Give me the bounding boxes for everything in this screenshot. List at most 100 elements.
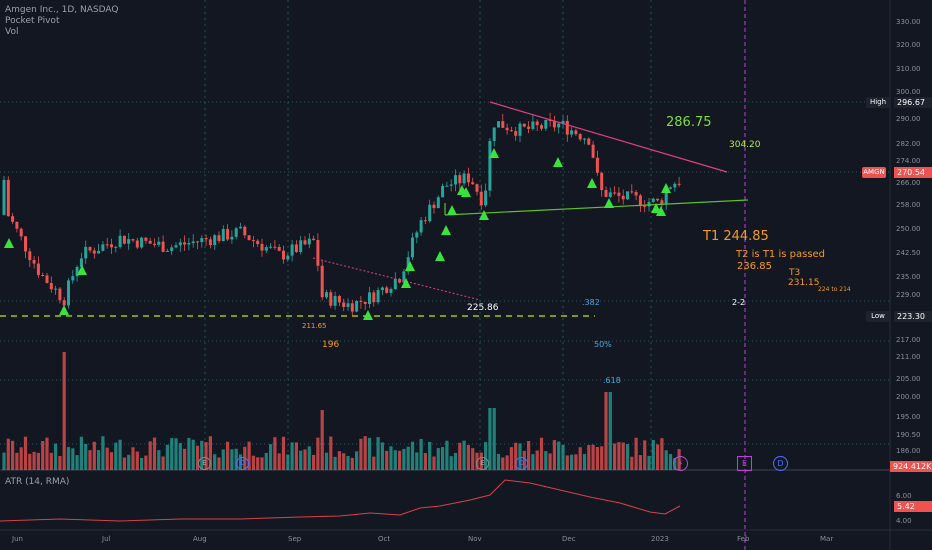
candle-body [316, 240, 320, 266]
last-price: 270.54 [894, 167, 932, 178]
atr-line [0, 479, 681, 522]
volume-bar [208, 436, 212, 470]
candle-body [256, 240, 260, 245]
pocket-pivot-arrow [4, 238, 14, 248]
pocket-pivot-arrow [587, 178, 597, 188]
volume-bar [131, 447, 135, 470]
candle-body [41, 275, 45, 277]
volume-bar [109, 452, 114, 470]
candle-body [535, 121, 539, 126]
volume-bar [316, 437, 320, 470]
candle-body [441, 185, 445, 198]
candle-body [656, 198, 660, 201]
annotation-t3: T3 [789, 268, 801, 278]
candle-body [488, 140, 492, 191]
candle-body [608, 192, 612, 197]
chart-title[interactable]: Amgen Inc., 1D, NASDAQ [5, 5, 119, 15]
candle-body [518, 123, 522, 136]
volume-bar [488, 408, 492, 470]
candle-body [135, 240, 139, 248]
volume-bar [303, 449, 307, 470]
volume-bar [372, 456, 376, 470]
volume-bar [501, 457, 505, 470]
pocket-pivot-label[interactable]: Pocket Pivot [5, 16, 60, 26]
volume-bar [264, 452, 268, 470]
candle-body [88, 246, 92, 251]
candle-body [660, 200, 664, 205]
candle-body [462, 173, 466, 184]
candle-body [548, 119, 552, 122]
volume-bar [62, 352, 66, 470]
candle-body [359, 300, 363, 302]
price-tick: 217.00 [896, 336, 921, 344]
time-tick: Oct [378, 535, 391, 543]
pocket-pivot-arrow [461, 187, 471, 197]
candle-body [2, 179, 6, 215]
price-tick: 205.00 [896, 375, 921, 383]
earnings-icon[interactable]: E [476, 457, 489, 470]
volume-bar [97, 450, 101, 470]
candle-body [497, 121, 500, 128]
dividend-icon[interactable]: D [236, 457, 249, 470]
price-tick: 190.50 [896, 431, 921, 439]
candle-body [591, 144, 595, 158]
candle-body [122, 235, 126, 244]
candle-body [19, 228, 23, 237]
atr-label[interactable]: ATR (14, RMA) [5, 477, 70, 487]
candle-body [282, 250, 285, 260]
volume-bar [402, 448, 406, 470]
candle-body [544, 119, 548, 129]
volume-bar [367, 437, 372, 470]
dividend-upcoming-icon[interactable]: D [773, 456, 788, 471]
volume-bar [140, 457, 144, 470]
candle-body [75, 266, 79, 277]
price-tick: 274.00 [896, 157, 921, 165]
candle-body [165, 250, 169, 252]
volume-bar [45, 437, 49, 470]
price-tick: 242.50 [896, 249, 921, 257]
volume-bar [608, 392, 612, 470]
volume-bar [561, 444, 565, 470]
volume-bar [535, 450, 539, 470]
fib-382: .382 [582, 298, 600, 307]
price-tick: 6.00 [896, 492, 912, 500]
candle-body [307, 238, 311, 245]
volume-label[interactable]: Vol [5, 27, 19, 37]
candle-body [127, 239, 131, 244]
split-lightning-icon[interactable]: ⚡ [673, 456, 688, 471]
candle-body [471, 182, 475, 185]
candle-body [329, 292, 333, 306]
candle-body [243, 226, 247, 236]
support-trendline [444, 199, 749, 216]
volume-bar [552, 440, 556, 470]
price-tick: 4.00 [896, 517, 912, 525]
volume-bar [286, 454, 290, 470]
volume-bar [161, 456, 165, 470]
candle-body [144, 237, 148, 241]
pocket-pivot-arrow [479, 210, 489, 220]
volume-bar [578, 447, 582, 470]
candle-body [84, 246, 88, 259]
earnings-icon[interactable]: E [198, 457, 211, 470]
candle-body [183, 242, 187, 245]
volume-bar [595, 446, 599, 470]
candle-body [346, 303, 350, 307]
volume-bar [165, 444, 169, 470]
candle-body [28, 251, 32, 261]
candle-body [458, 175, 462, 184]
candle-body [393, 279, 397, 290]
candle-body [303, 240, 307, 245]
volume-bar [346, 455, 350, 470]
pocket-pivot-arrow [401, 278, 411, 288]
annotation-t2: T2 is T1 is passed [736, 249, 826, 260]
volume-bar [574, 454, 578, 470]
volume-bar [445, 440, 449, 470]
earnings-upcoming-icon[interactable]: E [737, 456, 752, 471]
candle-body [651, 198, 655, 202]
volume-bar [342, 453, 346, 470]
volume-bar [643, 440, 647, 470]
candle-body [196, 241, 199, 243]
dividend-icon[interactable]: D [515, 457, 528, 470]
volume-bar [204, 442, 208, 470]
